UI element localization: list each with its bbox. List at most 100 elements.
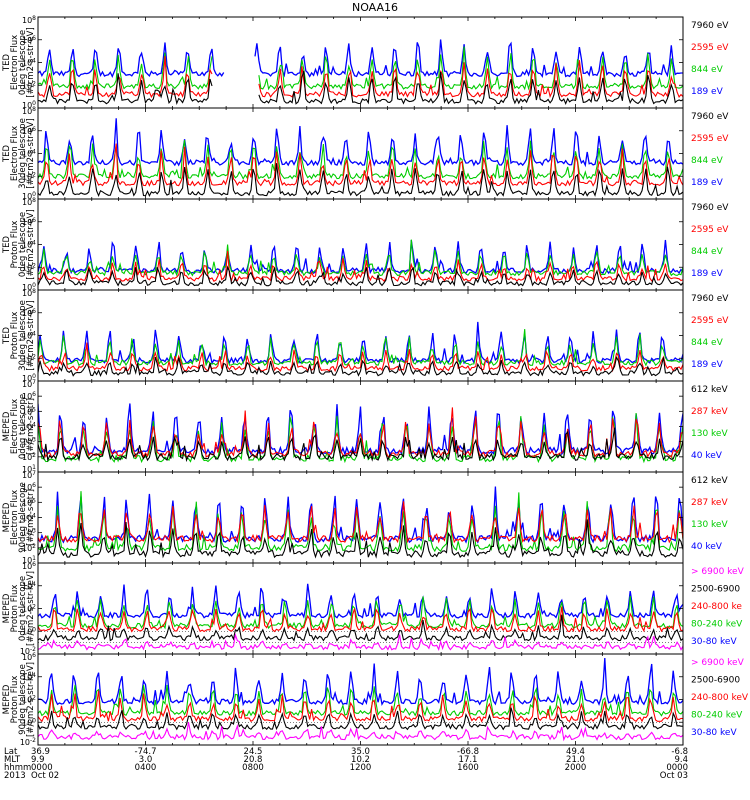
series-green bbox=[38, 595, 683, 630]
legend-entry: 2500-6900 bbox=[691, 676, 740, 686]
x-row-value: 3.0 bbox=[139, 755, 153, 765]
y-tick-label: 10-2 bbox=[20, 646, 36, 656]
x-row-value: 1200 bbox=[350, 763, 372, 773]
panel-traces bbox=[38, 239, 683, 287]
x-row-value: 0400 bbox=[135, 763, 157, 773]
panels-group: 100 102 104 106 108 TEDElectron Flux0deg tele… bbox=[2, 15, 749, 747]
legend-entry: 30-80 keV bbox=[691, 728, 737, 738]
series-magenta bbox=[38, 722, 683, 742]
series-black bbox=[38, 355, 683, 378]
panel-traces bbox=[38, 403, 683, 464]
legend-entry: > 6900 keV bbox=[691, 567, 745, 577]
series-red bbox=[38, 250, 683, 283]
panel-meped-e-0: 101 102 103 104 105 106 107 MEPEDElectron Flux0… bbox=[2, 379, 728, 474]
y-tick-label: 10-2 bbox=[20, 737, 36, 747]
x-row-label: hhmm bbox=[4, 763, 31, 773]
y-tick-label: 108 bbox=[22, 15, 36, 25]
y-tick-label: 102 bbox=[22, 171, 36, 181]
series-red bbox=[38, 143, 683, 187]
series-black bbox=[38, 70, 683, 106]
legend-entry: 287 keV bbox=[691, 498, 728, 508]
x-row-value: Oct 02 bbox=[31, 771, 59, 781]
x-row-value: 36.9 bbox=[31, 747, 50, 757]
panel-ted-p-30: 100 102 104 106 108 TEDProton Flux30deg teles… bbox=[2, 288, 729, 383]
panel-traces bbox=[38, 118, 683, 198]
y-tick-label: 105 bbox=[22, 497, 36, 507]
legend-entry: 2595 eV bbox=[691, 225, 729, 235]
y-tick-label: 108 bbox=[22, 197, 36, 207]
legend-entry: 7960 eV bbox=[691, 203, 729, 213]
legend-entry: 2595 eV bbox=[691, 43, 729, 53]
series-red bbox=[38, 407, 683, 459]
y-tick-label: 104 bbox=[22, 422, 36, 432]
legend-entry: 7960 eV bbox=[691, 112, 729, 122]
x-row-value: 0800 bbox=[242, 763, 264, 773]
legend: 612 keV 287 keV 130 keV 40 keV bbox=[691, 385, 728, 461]
series-red bbox=[38, 55, 683, 99]
y-tick-label: 101 bbox=[22, 555, 36, 565]
legend-entry: 7960 eV bbox=[691, 294, 729, 304]
series-green bbox=[38, 140, 683, 181]
y-tick-label: 104 bbox=[22, 149, 36, 159]
x-row-value: -66.8 bbox=[457, 747, 479, 757]
legend-entry: 7960 eV bbox=[691, 21, 729, 31]
x-axis-annotation: Lat 36.9 -74.7 24.5 35.0 -66.8 49.4 -6.8 MLT 9.9 3… bbox=[4, 747, 688, 781]
y-tick-label: 102 bbox=[22, 262, 36, 272]
legend-entry: 189 eV bbox=[691, 269, 724, 279]
y-tick-label: 106 bbox=[22, 308, 36, 318]
legend-entry: 80-240 keV bbox=[691, 620, 743, 630]
y-axis-label: TEDProton Flux0deg telescope[#/cm2-s-str… bbox=[2, 209, 36, 279]
x-row-value: 24.5 bbox=[244, 747, 263, 757]
panel-traces bbox=[38, 657, 683, 742]
legend-entry: 240-800 keV bbox=[691, 693, 749, 703]
legend-entry: 844 eV bbox=[691, 247, 724, 257]
y-tick-label: 102 bbox=[22, 80, 36, 90]
y-tick-label: 103 bbox=[22, 437, 36, 447]
x-row-value: 20.8 bbox=[244, 755, 263, 765]
series-black bbox=[38, 427, 683, 463]
series-black bbox=[38, 614, 683, 642]
y-tick-label: 100 bbox=[22, 100, 36, 110]
y-tick-label: 104 bbox=[22, 331, 36, 341]
series-green bbox=[38, 46, 683, 91]
y-axis-label: MEPEDElectron Flux90deg telescope[#/cm2-… bbox=[2, 482, 36, 553]
y-tick-label: 100 bbox=[22, 282, 36, 292]
legend: > 6900 keV 2500-6900 240-800 ke 80-240 keV 3… bbox=[691, 567, 745, 647]
y-axis-label: TEDElectron Flux30deg telescope[#/cm2-s-… bbox=[2, 118, 36, 189]
y-axis-label: MEPEDElectron Flux0deg telescope[#/cm2-s… bbox=[2, 394, 36, 459]
legend-entry: 189 eV bbox=[691, 178, 724, 188]
series-green bbox=[38, 491, 683, 553]
legend-entry: 189 eV bbox=[691, 360, 724, 370]
panel-traces bbox=[38, 583, 683, 652]
y-tick-label: 107 bbox=[22, 470, 36, 480]
y-tick-label: 102 bbox=[22, 353, 36, 363]
panel-meped-e-90: 101 102 103 104 105 106 107 MEPEDElectron Flux9… bbox=[2, 470, 728, 565]
y-tick-label: 106 bbox=[22, 652, 36, 662]
panel-frame bbox=[37, 16, 684, 109]
legend: 612 keV 287 keV 130 keV 40 keV bbox=[691, 476, 728, 552]
y-tick-label: 104 bbox=[22, 240, 36, 250]
legend-entry: 612 keV bbox=[691, 476, 728, 486]
legend: 7960 eV 2595 eV 844 eV 189 eV bbox=[691, 203, 729, 279]
y-tick-label: 102 bbox=[22, 695, 36, 705]
x-row-label: 2013 bbox=[4, 771, 26, 781]
series-red bbox=[38, 342, 683, 373]
panel-ted-e-0: 100 102 104 106 108 TEDElectron Flux0deg tele… bbox=[2, 15, 729, 110]
y-tick-label: 100 bbox=[22, 626, 36, 636]
y-tick-label: 101 bbox=[22, 464, 36, 474]
legend: 7960 eV 2595 eV 844 eV 189 eV bbox=[691, 112, 729, 188]
x-row-value: 9.9 bbox=[31, 755, 45, 765]
y-tick-label: 106 bbox=[22, 391, 36, 401]
y-axis-label: MEPEDProton Flux90deg telescope[#/cm2-s-… bbox=[2, 662, 36, 737]
x-row-value: Oct 03 bbox=[660, 771, 688, 781]
x-row-value: 35.0 bbox=[351, 747, 370, 757]
series-blue bbox=[38, 118, 683, 168]
x-row-value: 21.0 bbox=[566, 755, 585, 765]
legend-entry: 80-240 keV bbox=[691, 711, 743, 721]
panel-traces bbox=[38, 39, 683, 106]
y-tick-label: 107 bbox=[22, 379, 36, 389]
x-row-value: 10.2 bbox=[351, 755, 370, 765]
x-row-label: MLT bbox=[4, 755, 21, 765]
